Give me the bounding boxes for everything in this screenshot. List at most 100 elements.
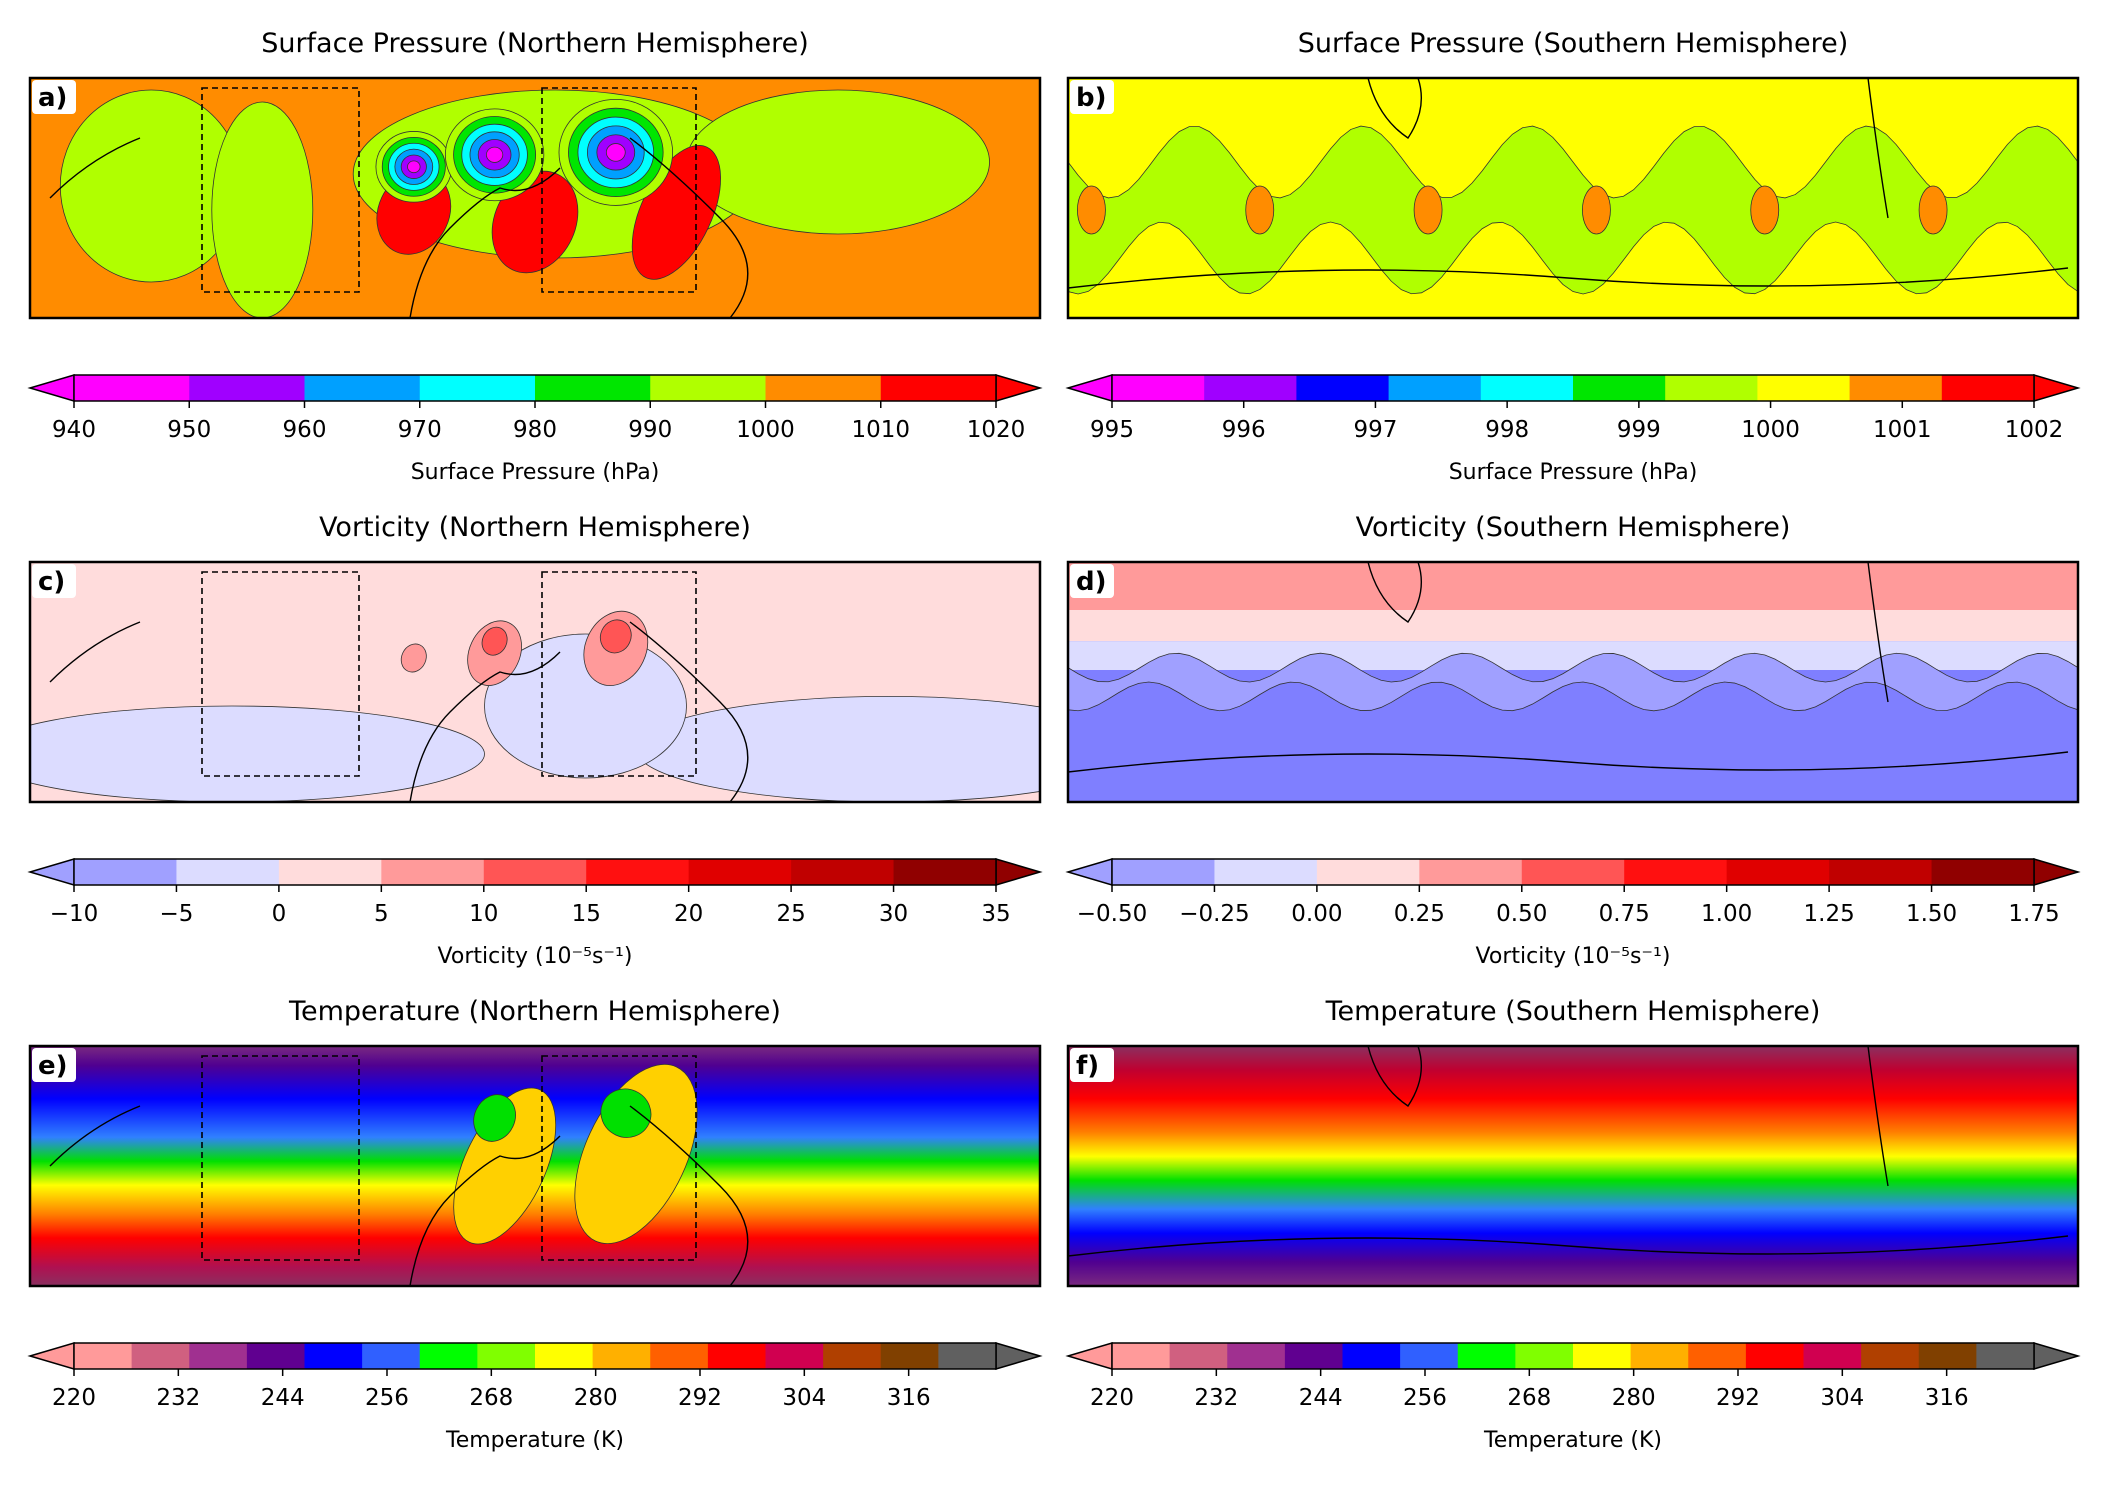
colorbar-label: Vorticity (10⁻⁵s⁻¹) — [438, 944, 633, 969]
high-pressure-spot — [1413, 185, 1443, 235]
map-frame — [1066, 1044, 2080, 1288]
coastline — [49, 621, 749, 802]
colorbar-segment — [1204, 375, 1297, 401]
panel-label-bg — [1070, 1048, 1114, 1082]
colorbar-segment — [823, 1343, 882, 1369]
colorbar-tick-label: 950 — [167, 417, 211, 443]
colorbar-segment — [880, 1343, 939, 1369]
colorbar-tick-label: 220 — [52, 1385, 96, 1411]
colorbar-segment — [1918, 1343, 1977, 1369]
colorbar-min-extend — [1065, 373, 1113, 403]
colorbar-tick-label: 280 — [1612, 1385, 1656, 1411]
colorbar-segment — [1388, 375, 1482, 401]
colorbar-tick-label: 256 — [365, 1385, 409, 1411]
colorbar-tick-label: 1010 — [851, 417, 910, 443]
colorbar-segment — [688, 859, 792, 885]
colorbar-segment — [131, 1343, 190, 1369]
colorbar-segment — [893, 859, 997, 885]
colorbar-segment — [938, 1343, 997, 1369]
colorbar: −0.50 −0.25 0.00 0.25 0.50 0.75 1.00 1.25 1.50 1.… — [1065, 857, 2081, 969]
colorbar-segment — [1112, 859, 1215, 885]
colorbar-tick-label: 268 — [1507, 1385, 1551, 1411]
panel-label-bg — [1070, 564, 1114, 598]
colorbar-segment — [765, 1343, 824, 1369]
colorbar-segment — [1480, 375, 1574, 401]
contour-region — [30, 705, 485, 802]
colorbar-tick-label: 304 — [1820, 1385, 1864, 1411]
colorbar-tick-label: 244 — [1299, 1385, 1343, 1411]
colorbar-segment — [176, 859, 280, 885]
panel-f: Temperature (Southern Hemisphere) f) 220 23… — [1065, 996, 2081, 1453]
colorbar-tick-label: 1001 — [1873, 417, 1932, 443]
focus-region-box — [201, 571, 360, 777]
map-frame — [28, 560, 1042, 804]
colorbar-tick-label: 316 — [887, 1385, 931, 1411]
colorbar-segment — [1726, 859, 1830, 885]
colorbar-frame — [1111, 374, 2035, 402]
colorbar-tick-label: 995 — [1090, 417, 1134, 443]
colorbar-segment — [765, 375, 882, 401]
colorbar-tick-label: −5 — [159, 901, 193, 927]
panel-label: b) — [1076, 83, 1107, 113]
panel-e: Temperature (Northern Hemisphere) e) 220 23… — [27, 996, 1043, 1453]
coastline — [1068, 1046, 2069, 1257]
panel-label-bg — [32, 1048, 76, 1082]
colorbar-segment — [1296, 375, 1390, 401]
colorbar-frame — [73, 1342, 997, 1370]
colorbar-tick-label: −0.25 — [1179, 901, 1249, 927]
colorbar-segment — [1112, 1343, 1171, 1369]
colorbar-segment — [74, 859, 177, 885]
panel-label-bg — [32, 80, 76, 114]
colorbar-tick-label: 292 — [678, 1385, 722, 1411]
colorbar-tick-label: 268 — [469, 1385, 513, 1411]
colorbar-max-extend — [2033, 857, 2081, 887]
colorbar-max-extend — [995, 373, 1043, 403]
map-frame — [28, 76, 1042, 320]
coastline — [1068, 78, 2069, 289]
colorbar-tick-label: −0.50 — [1077, 901, 1147, 927]
colorbar-segment — [1169, 1343, 1228, 1369]
colorbar-label: Vorticity (10⁻⁵s⁻¹) — [1476, 944, 1671, 969]
colorbar-segment — [1745, 1343, 1804, 1369]
panel-a: Surface Pressure (Northern Hemisphere) a)… — [27, 28, 1043, 485]
colorbar-tick-label: 980 — [513, 417, 557, 443]
panel-title: Temperature (Southern Hemisphere) — [1325, 996, 1821, 1027]
contour-region — [635, 696, 1040, 802]
colorbar-segment — [1849, 375, 1943, 401]
map-field — [30, 562, 1040, 802]
colorbar-segment — [1400, 1343, 1459, 1369]
colorbar-tick-label: 316 — [1925, 1385, 1969, 1411]
colorbar-segment — [1112, 375, 1205, 401]
colorbar-segment — [1316, 859, 1420, 885]
focus-region-box — [541, 1055, 697, 1261]
colorbar-segment — [707, 1343, 766, 1369]
contour-region — [400, 643, 427, 673]
colorbar-segment — [381, 859, 485, 885]
panel-label: c) — [38, 567, 65, 597]
colorbar-segment — [1419, 859, 1523, 885]
colorbar-tick-label: 1002 — [2005, 417, 2064, 443]
colorbar-segment — [1931, 859, 2035, 885]
colorbar-segment — [650, 1343, 709, 1369]
colorbar-tick-label: 970 — [398, 417, 442, 443]
colorbar-tick-label: 990 — [628, 417, 672, 443]
colorbar-segment — [880, 375, 997, 401]
colorbar-tick-label: 960 — [283, 417, 327, 443]
colorbar-tick-label: 5 — [374, 901, 389, 927]
colorbar-max-extend — [995, 857, 1043, 887]
colorbar-tick-label: 999 — [1617, 417, 1661, 443]
colorbar-segment — [483, 859, 587, 885]
panel-title: Vorticity (Northern Hemisphere) — [319, 512, 751, 543]
colorbar-tick-label: 232 — [156, 1385, 200, 1411]
panel-label: f) — [1076, 1051, 1099, 1081]
zonal-band — [1068, 610, 2078, 642]
focus-region-box — [201, 1055, 360, 1261]
colorbar-segment — [1688, 1343, 1747, 1369]
colorbar-tick-label: 0.25 — [1394, 901, 1445, 927]
focus-region-box — [541, 87, 697, 293]
colorbar-segment — [189, 1343, 248, 1369]
colorbar-segment — [1941, 375, 2035, 401]
colorbar-segment — [650, 375, 766, 401]
focus-region-box — [541, 571, 697, 777]
